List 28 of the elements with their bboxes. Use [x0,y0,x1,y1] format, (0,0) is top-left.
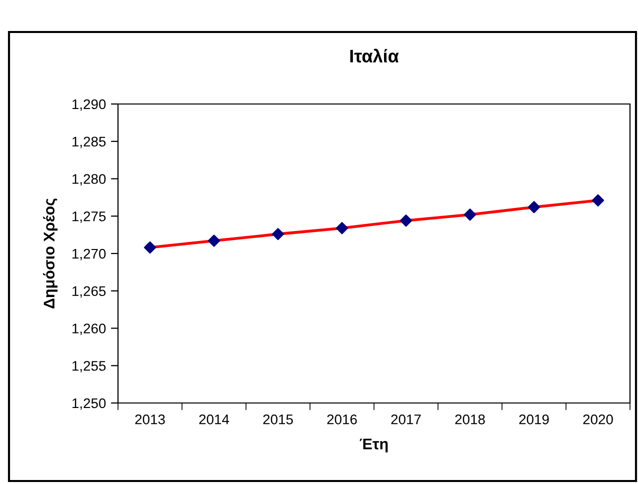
point [528,201,540,214]
chart-title: Ιταλία [350,48,399,63]
y-tick-label: 1,270 [72,248,106,260]
y-tick-label: 1,280 [72,174,106,186]
point [144,241,156,254]
point [336,222,348,234]
y-tick-label: 1,275 [72,211,106,223]
y-tick-label: 1,260 [72,324,106,336]
x-tick-label: 2013 [135,414,165,424]
point [464,208,476,221]
x-tick-label: 2017 [391,414,421,424]
x-axis-title: Έτη [360,438,388,452]
point [592,194,604,206]
y-tick-label: 1,285 [72,136,106,148]
y-axis-title: Δημόσιο Χρέος [43,198,58,308]
point [400,214,412,227]
x-tick-label: 2016 [327,414,357,424]
y-tick-label: 1,265 [72,286,106,298]
point [272,228,284,240]
x-tick-label: 2020 [583,414,613,424]
x-tick-label: 2014 [199,414,230,424]
y-tick-label: 1,250 [72,398,106,410]
point [208,234,220,247]
x-tick-label: 2019 [519,414,549,424]
y-tick-label: 1,255 [72,360,106,372]
x-tick-label: 2018 [455,414,485,424]
x-tick-label: 2015 [263,414,293,424]
y-tick-label: 1,290 [72,99,106,111]
